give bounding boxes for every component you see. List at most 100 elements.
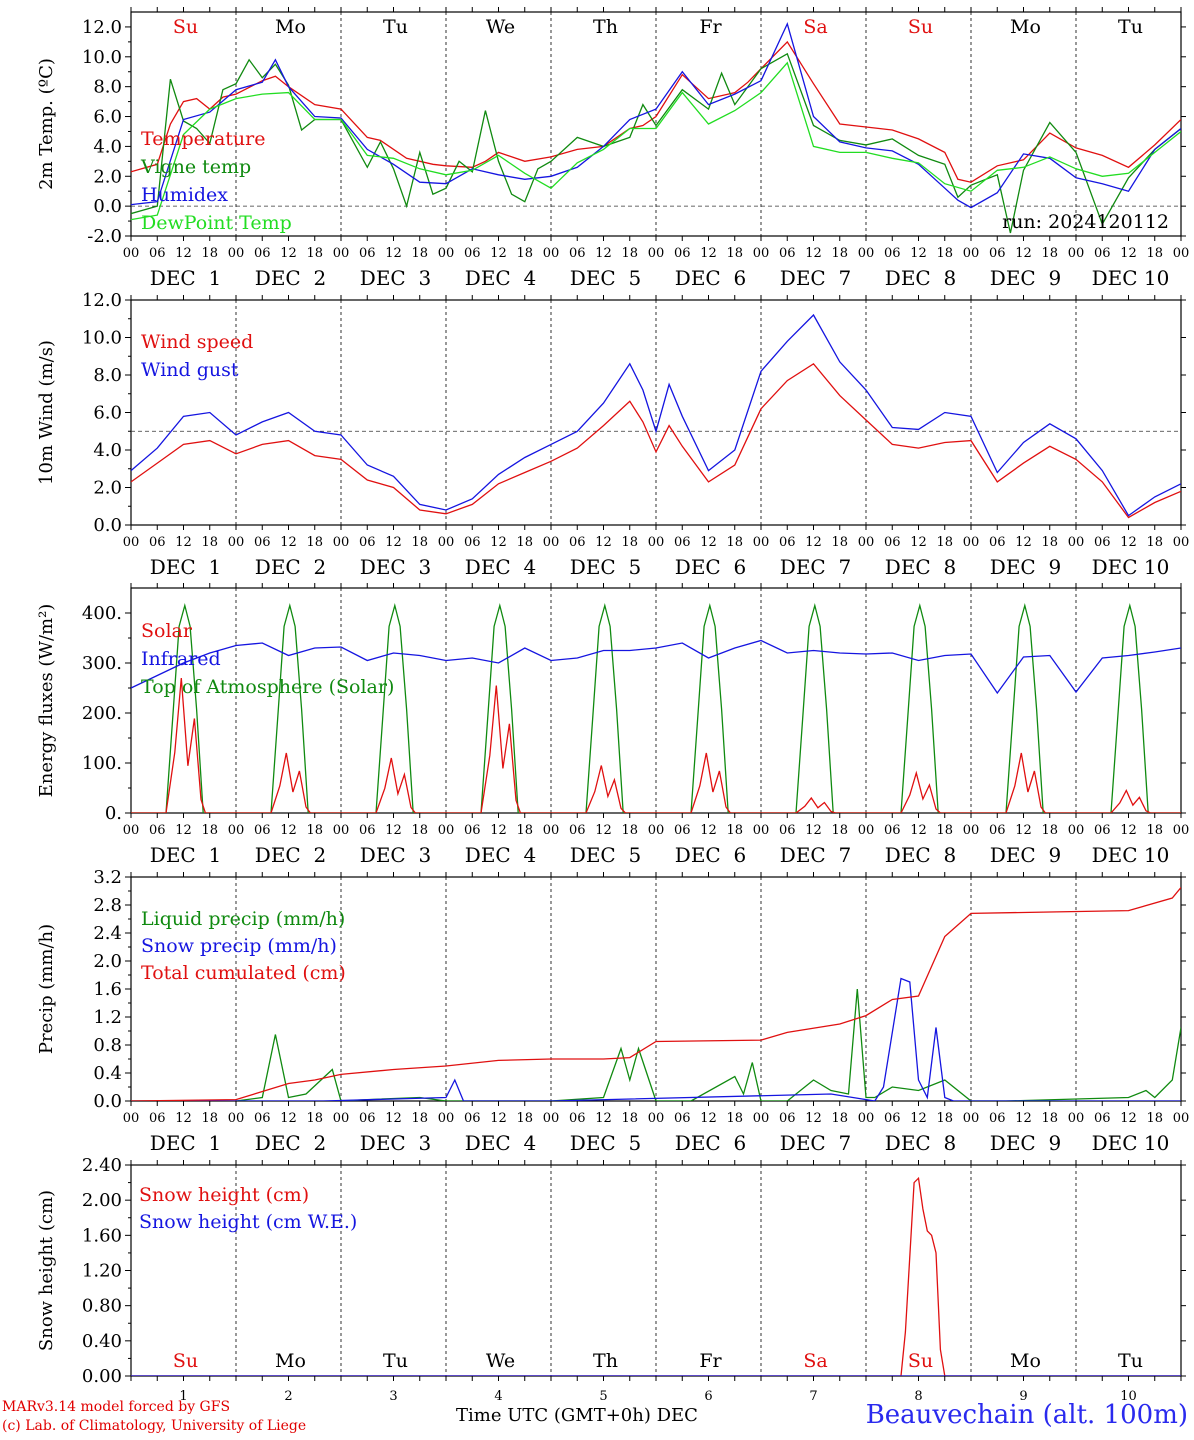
y-tick-label: 0.4	[93, 1063, 122, 1084]
hour-tick-label: 00	[438, 535, 455, 550]
hour-tick-label: 06	[779, 535, 796, 550]
hour-tick-label: 18	[726, 823, 743, 838]
weekday-label: Su	[173, 16, 198, 38]
hour-tick-label: 18	[1041, 535, 1058, 550]
hour-tick-label: 00	[648, 823, 665, 838]
hour-tick-label: 12	[805, 1111, 822, 1126]
date-label: DEC 7	[780, 555, 851, 579]
hour-tick-label: 18	[201, 823, 218, 838]
y-tick-label: 4.0	[93, 136, 122, 157]
hour-tick-label: 06	[254, 1111, 271, 1126]
hour-tick-label: 18	[411, 246, 428, 261]
series-line-dewpoint-temp	[131, 61, 1181, 221]
hour-tick-label: 12	[805, 246, 822, 261]
hour-tick-label: 12	[280, 535, 297, 550]
hour-tick-label: 06	[674, 535, 691, 550]
y-tick-label: 400.	[82, 603, 122, 624]
hour-tick-label: 12	[1015, 246, 1032, 261]
hour-tick-label: 18	[516, 1111, 533, 1126]
hour-tick-label: 00	[648, 535, 665, 550]
hour-tick-label: 06	[1094, 246, 1111, 261]
hour-tick-label: 06	[989, 1111, 1006, 1126]
series-line-snow-precip-mm-h-	[131, 977, 1181, 1101]
hour-tick-label: 18	[201, 535, 218, 550]
hour-tick-label: 12	[805, 535, 822, 550]
hour-tick-label: 12	[490, 823, 507, 838]
day-number-label: 3	[389, 1389, 397, 1404]
y-tick-label: 8.0	[93, 77, 122, 98]
hour-tick-label: 18	[831, 823, 848, 838]
hour-tick-label: 06	[464, 535, 481, 550]
weekday-label: Fr	[699, 1350, 722, 1372]
day-number-label: 6	[704, 1389, 712, 1404]
hour-tick-label: 12	[1120, 535, 1137, 550]
hour-tick-label: 12	[280, 823, 297, 838]
y-axis-label: Snow height (cm)	[36, 1190, 57, 1351]
hour-tick-label: 18	[1041, 823, 1058, 838]
hour-tick-label: 00	[963, 535, 980, 550]
hour-tick-label: 06	[464, 1111, 481, 1126]
y-tick-label: 12.0	[82, 17, 122, 38]
date-label: DEC 9	[990, 1131, 1061, 1155]
hour-tick-label: 00	[543, 1111, 560, 1126]
date-label: DEC 5	[570, 1131, 641, 1155]
hour-tick-label: 00	[1068, 535, 1085, 550]
date-label: DEC 10	[1092, 843, 1170, 867]
hour-tick-label: 00	[123, 1111, 140, 1126]
hour-tick-label: 06	[359, 1111, 376, 1126]
station-name: Beauvechain (alt. 100m)	[865, 1400, 1188, 1430]
run-annotation: run: 2024120112	[1002, 211, 1169, 233]
hour-tick-label: 06	[779, 246, 796, 261]
hour-tick-label: 00	[1173, 535, 1190, 550]
series-line-liquid-precip-mm-h-	[131, 988, 1181, 1101]
y-tick-label: 0.0	[93, 196, 122, 217]
y-tick-label: 10.0	[82, 328, 122, 349]
hour-tick-label: 00	[858, 535, 875, 550]
hour-tick-label: 18	[516, 535, 533, 550]
weekday-label: We	[486, 16, 515, 38]
hour-tick-label: 12	[490, 246, 507, 261]
y-tick-label: 0.80	[82, 1296, 122, 1317]
date-label: DEC 8	[885, 1131, 956, 1155]
hour-tick-label: 06	[359, 535, 376, 550]
hour-tick-label: 18	[831, 535, 848, 550]
hour-tick-label: 06	[254, 823, 271, 838]
y-tick-label: 0.40	[82, 1331, 122, 1352]
hour-tick-label: 00	[228, 823, 245, 838]
y-axis-label: Energy fluxes (W/m²)	[36, 604, 57, 798]
date-label: DEC 4	[465, 843, 536, 867]
hour-tick-label: 00	[228, 1111, 245, 1126]
hour-tick-label: 06	[359, 823, 376, 838]
date-label: DEC 5	[570, 843, 641, 867]
hour-tick-label: 00	[1173, 246, 1190, 261]
date-label: DEC 10	[1092, 266, 1170, 290]
hour-tick-label: 18	[411, 823, 428, 838]
hour-tick-label: 12	[910, 535, 927, 550]
y-tick-label: 2.0	[93, 951, 122, 972]
date-label: DEC 8	[885, 843, 956, 867]
weekday-label: Mo	[275, 16, 306, 38]
hour-tick-label: 18	[306, 246, 323, 261]
hour-tick-label: 00	[753, 1111, 770, 1126]
hour-tick-label: 06	[1094, 823, 1111, 838]
date-label: DEC 8	[885, 555, 956, 579]
legend-entry: Wind speed	[141, 331, 253, 353]
weekday-label: We	[486, 1350, 515, 1372]
hour-tick-label: 00	[543, 246, 560, 261]
legend-entry: Top of Atmosphere (Solar)	[141, 676, 394, 698]
y-tick-label: 1.60	[82, 1225, 122, 1246]
plot-frame	[130, 587, 1182, 814]
date-label: DEC 6	[675, 843, 746, 867]
hour-tick-label: 06	[149, 535, 166, 550]
weekday-label: Mo	[1010, 1350, 1041, 1372]
weekday-label: Tu	[383, 16, 408, 38]
hour-tick-label: 18	[936, 246, 953, 261]
hour-tick-label: 06	[884, 246, 901, 261]
y-tick-label: 2.8	[93, 895, 122, 916]
date-label: DEC 3	[360, 843, 431, 867]
date-label: DEC 9	[990, 266, 1061, 290]
date-label: DEC 1	[150, 843, 221, 867]
hour-tick-label: 00	[333, 246, 350, 261]
hour-tick-label: 06	[149, 246, 166, 261]
hour-tick-label: 12	[175, 823, 192, 838]
